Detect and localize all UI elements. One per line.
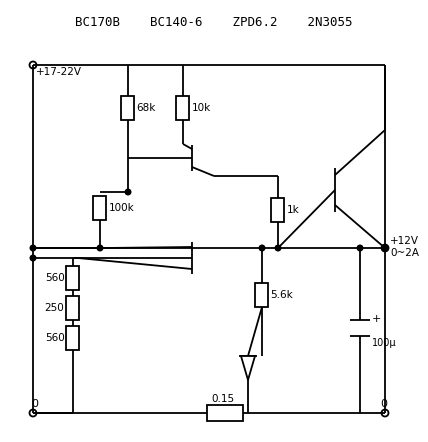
Circle shape: [30, 255, 36, 261]
Text: BC170B    BC140-6    ZPD6.2    2N3055: BC170B BC140-6 ZPD6.2 2N3055: [75, 15, 353, 28]
Bar: [207, 405, 243, 421]
Text: 1k: 1k: [286, 205, 299, 215]
Text: 5.6k: 5.6k: [270, 290, 293, 300]
Text: 100μ: 100μ: [372, 338, 397, 348]
Bar: [66, 266, 80, 290]
Text: 250: 250: [45, 303, 65, 313]
Circle shape: [275, 245, 281, 251]
Bar: [271, 198, 285, 222]
Text: +17-22V: +17-22V: [36, 67, 82, 77]
Bar: [93, 196, 107, 220]
Bar: [256, 283, 268, 307]
Text: 0.15: 0.15: [211, 394, 235, 404]
Text: 68k: 68k: [137, 103, 156, 113]
Circle shape: [125, 189, 131, 195]
Circle shape: [382, 245, 388, 251]
Text: 100k: 100k: [109, 203, 134, 213]
Circle shape: [30, 245, 36, 251]
Text: +: +: [372, 314, 381, 324]
Bar: [122, 96, 134, 120]
Bar: [66, 296, 80, 320]
Text: +12V: +12V: [390, 236, 419, 246]
Bar: [176, 96, 190, 120]
Circle shape: [259, 245, 265, 251]
Circle shape: [97, 245, 103, 251]
Text: 10k: 10k: [191, 103, 211, 113]
Text: 560: 560: [45, 333, 65, 343]
Text: 0: 0: [380, 399, 387, 409]
Circle shape: [357, 245, 363, 251]
Polygon shape: [241, 356, 255, 380]
Text: 560: 560: [45, 273, 65, 283]
Bar: [66, 326, 80, 350]
Text: 0: 0: [31, 399, 38, 409]
Text: 0~2A: 0~2A: [390, 248, 419, 258]
